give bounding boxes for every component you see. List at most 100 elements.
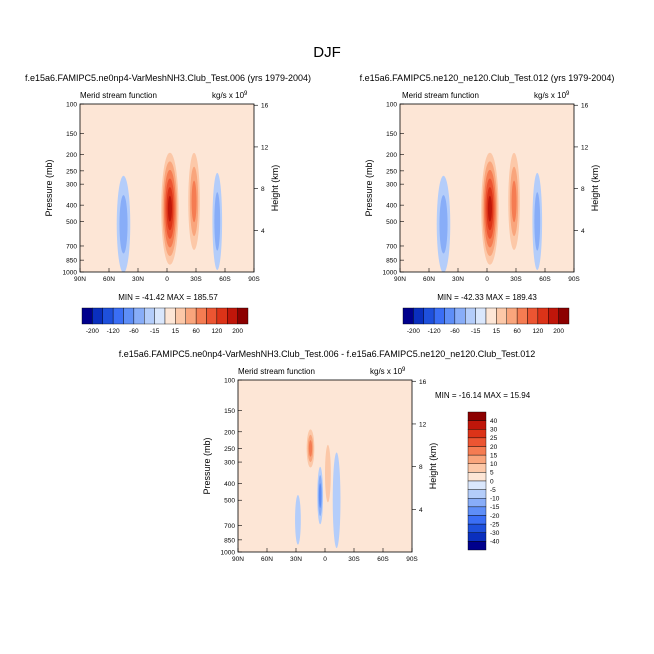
y-tick-label-right-5: 400 [386,203,397,210]
panel-right-stats: MIN = -42.33 MAX = 189.43 [437,293,537,302]
colorbar-diff-label-3: 20 [490,444,498,451]
colorbar-diff-label-6: 5 [490,470,494,477]
y-tick-label-right-8: 850 [386,258,397,265]
colorbar-left-swatch-9 [175,307,186,325]
panel-right: f.e15a6.FAMIPC5.ne120_ne120.Club_Test.01… [360,73,615,335]
x-tick-label-left-0: 90N [74,276,86,283]
x-tick-label-diff-2: 30N [290,556,302,563]
colorbar-left-label-1: -120 [107,328,120,335]
colorbar-diff-label-14: -40 [490,539,500,546]
colorbar-diff-swatch-4 [467,446,487,456]
y-tick-label-diff-4: 300 [224,460,235,467]
panel-diff-subtitle: Merid stream function [238,367,315,376]
x-tick-label-right-1: 60N [423,276,435,283]
y2-tick-label-right-0: 16 [581,103,589,110]
y-tick-label-diff-0: 100 [224,378,235,385]
contour-diff-3-0 [325,444,331,503]
colorbar-right-label-5: 60 [514,328,522,335]
contour-right-2-1 [439,195,448,254]
ylabel-diff: Pressure (mb) [202,437,212,494]
field-right [400,104,574,272]
contour-left-1-2 [191,180,197,223]
colorbar-right-swatch-10 [506,307,518,325]
y-tick-label-left-8: 850 [66,258,77,265]
colorbar-diff-label-8: -5 [490,487,496,494]
x-tick-label-diff-0: 90N [232,556,244,563]
ylabel-right: Pressure (mb) [364,159,374,216]
colorbar-diff-label-1: 30 [490,427,498,434]
colorbar-right-label-0: -200 [407,328,420,335]
colorbar-left-swatch-6 [144,307,155,325]
x-tick-label-right-3: 0 [485,276,489,283]
x-tick-label-left-1: 60N [103,276,115,283]
colorbar-diff-swatch-6 [467,463,487,473]
colorbar-diff-label-5: 10 [490,461,498,468]
colorbar-diff-label-2: 25 [490,435,498,442]
colorbar-right-swatch-1 [413,307,424,325]
y-tick-label-left-4: 300 [66,182,77,189]
y-tick-label-diff-2: 200 [224,429,235,436]
x-tick-label-left-2: 30N [132,276,144,283]
panel-right-units-base: kg/s x 10 [534,91,567,100]
contour-left-2-1 [119,195,128,254]
colorbar-left-swatch-4 [123,307,135,325]
colorbar-right-swatch-14 [548,307,559,325]
y2label-left: Height (km) [270,165,280,212]
colorbar-diff-label-11: -20 [490,513,500,520]
colorbar-right-swatch-4 [444,307,456,325]
contour-right-3-1 [534,192,541,251]
panel-left-units: kg/s x 109 [212,91,248,100]
colorbar-right-label-2: -60 [450,328,460,335]
y2-tick-label-diff-0: 16 [419,379,427,386]
colorbar-left-swatch-5 [133,307,145,325]
y-tick-label-right-6: 500 [386,219,397,226]
colorbar-right-label-1: -120 [428,328,441,335]
ylabel-left: Pressure (mb) [44,159,54,216]
colorbar-left-label-2: -60 [129,328,139,335]
colorbar-diff-label-10: -15 [490,504,500,511]
panel-diff-units-base: kg/s x 10 [370,367,403,376]
y-tick-label-left-9: 1000 [63,270,78,277]
contour-left-3-1 [214,192,221,251]
colorbar-diff-swatch-8 [467,480,487,490]
x-tick-label-right-5: 60S [539,276,551,283]
y-tick-label-diff-8: 850 [224,537,235,544]
contour-diff-0-2 [308,440,313,457]
colorbar-right-swatch-13 [537,307,549,325]
colorbar-right-swatch-15 [558,307,570,325]
x-tick-label-diff-4: 30S [348,556,360,563]
x-tick-label-left-4: 30S [190,276,202,283]
y-tick-label-left-3: 250 [66,168,77,175]
x-tick-label-left-5: 60S [219,276,231,283]
y-tick-label-left-0: 100 [66,102,77,109]
y2-tick-label-right-2: 8 [581,186,585,193]
panel-left-subtitle: Merid stream function [80,91,157,100]
y2-tick-label-right-1: 12 [581,144,589,151]
colorbar-right: -200 -120 -60 -15 15 60 120 200 [402,307,570,335]
x-tick-label-right-6: 90S [568,276,580,283]
colorbar-right-label-7: 200 [553,328,564,335]
panel-diff-title: f.e15a6.FAMIPC5.ne0np4-VarMeshNH3.Club_T… [119,349,536,359]
panel-left: f.e15a6.FAMIPC5.ne0np4-VarMeshNH3.Club_T… [25,73,311,335]
panel-diff-units: kg/s x 109 [370,367,406,376]
colorbar-left-swatch-14 [227,307,238,325]
colorbar-diff-label-4: 15 [490,452,498,459]
plot-diff: 90N 60N 30N 0 30S 60S 90S 100 150 200 250 300 400 500… [202,378,438,564]
colorbar-diff-label-12: -25 [490,521,500,528]
colorbar-left-swatch-11 [195,307,207,325]
colorbar-left-label-6: 120 [211,328,222,335]
x-tick-label-right-0: 90N [394,276,406,283]
colorbar-right-swatch-7 [475,307,487,325]
figure-title: DJF [313,44,341,61]
colorbar-left-label-7: 200 [232,328,243,335]
colorbar-diff-swatch-10 [467,498,487,508]
panel-right-units: kg/s x 109 [534,91,570,100]
y-tick-label-left-2: 200 [66,152,77,159]
panel-diff-units-exp: 9 [402,367,406,373]
colorbar-diff-swatch-2 [467,429,487,439]
colorbar-diff-swatch-1 [467,420,487,430]
colorbar-right-swatch-6 [465,307,476,325]
colorbar-right-swatch-8 [485,307,497,325]
y2-tick-label-left-0: 16 [261,103,269,110]
y-tick-label-diff-5: 400 [224,481,235,488]
